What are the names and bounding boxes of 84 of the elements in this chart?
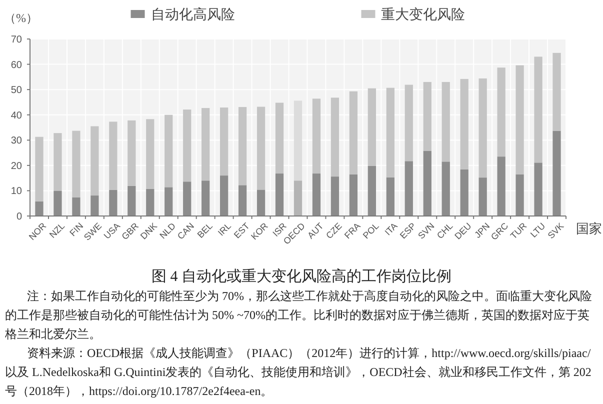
bar <box>256 190 266 216</box>
y-axis-title: （%） <box>4 11 38 25</box>
x-tick-label: USA <box>102 220 122 241</box>
bar <box>349 91 358 174</box>
bar <box>460 78 468 170</box>
bar <box>534 162 542 216</box>
bar <box>534 56 542 163</box>
legend-label: 自动化高风险 <box>150 7 235 23</box>
bar <box>460 169 468 216</box>
bar <box>146 119 154 189</box>
bar <box>442 162 450 216</box>
bar <box>330 176 340 216</box>
bar <box>35 136 44 202</box>
bar <box>516 65 524 174</box>
bar <box>35 201 44 216</box>
bar <box>90 196 99 216</box>
bar <box>72 130 80 198</box>
text: 图 4 自动化或重大变化风险高的工作岗位比例 <box>152 268 452 285</box>
bar <box>386 88 394 178</box>
x-tick-label: LTU <box>528 220 548 240</box>
bar <box>423 82 432 151</box>
bar <box>183 182 192 216</box>
bar <box>497 68 506 157</box>
x-tick-label: POL <box>360 220 381 241</box>
bar <box>368 166 376 216</box>
bar <box>202 180 210 216</box>
bar <box>275 174 284 216</box>
bar <box>220 108 228 176</box>
y-tick-label: 10 <box>10 186 22 198</box>
bar <box>54 190 62 216</box>
bar <box>54 133 62 191</box>
bar <box>220 176 228 216</box>
bar <box>349 174 358 216</box>
bar <box>294 100 302 181</box>
bar <box>128 120 136 186</box>
text: 资料来源：OECD根据《成人技能调查》（PIAAC）（2012年）进行的计算，http://www.oecd.org/skills/piaac/以及 L.Nedelkoska和 G.Quintini发表的《自动化、技能使用和培训》，OECD社会、就业和移民工作文件，第 202号（2018年），https://doi.org/10.1787/2e2f4eea-en。 <box>5 346 592 398</box>
bar <box>404 161 413 216</box>
y-tick-label: 20 <box>10 160 22 172</box>
x-axis-title: 国家 <box>576 221 602 236</box>
x-tick-label: BEL <box>195 220 214 240</box>
bar <box>238 107 247 186</box>
y-tick-label: 50 <box>10 85 22 96</box>
x-tick-label: IRL <box>216 220 233 238</box>
bar <box>478 178 487 216</box>
bar <box>478 78 487 178</box>
bar <box>202 108 210 181</box>
x-tick-label: NZL <box>47 220 67 240</box>
bar <box>386 177 394 216</box>
bar <box>238 185 247 216</box>
bar <box>423 150 432 216</box>
bar <box>72 197 80 216</box>
bar <box>164 187 173 216</box>
bar <box>183 110 192 182</box>
bar <box>275 102 284 174</box>
bar <box>497 156 506 216</box>
bar <box>90 126 99 196</box>
x-tick-label: ITA <box>382 220 400 238</box>
y-tick-label: 70 <box>10 34 22 46</box>
legend-label: 重大变化风险 <box>381 7 466 23</box>
bar <box>312 174 321 216</box>
bar <box>294 180 302 216</box>
bar <box>404 84 413 162</box>
x-tick-label: CHL <box>434 220 455 241</box>
x-tick-label: FRA <box>342 220 362 241</box>
y-tick-label: 40 <box>10 110 22 122</box>
bar <box>128 186 136 216</box>
y-tick-label: 60 <box>10 60 22 71</box>
y-tick-label: 30 <box>10 136 22 147</box>
y-tick-label: 0 <box>16 212 22 222</box>
x-tick-label: FIN <box>68 220 86 238</box>
bar <box>109 122 118 190</box>
bar <box>164 114 173 188</box>
bar <box>109 190 118 216</box>
bar <box>552 52 561 131</box>
x-tick-label: TUR <box>508 220 530 241</box>
bar <box>256 106 266 190</box>
bar <box>330 98 340 177</box>
bar <box>516 174 524 216</box>
bar <box>312 98 321 174</box>
bar <box>552 130 561 216</box>
bar <box>368 88 376 166</box>
bar <box>146 188 154 216</box>
text: 注：如果工作自动化的可能性至少为 70%，那么这些工作就处于高度自动化的风险之中。面临重大变化风险的工作是那些被自动化的可能性估计为 50% ~70%的工作。比利时的数据对应于佛兰德斯，英国的数据对应于英格兰和北爱尔兰。 <box>4 289 592 341</box>
bar <box>442 82 450 162</box>
